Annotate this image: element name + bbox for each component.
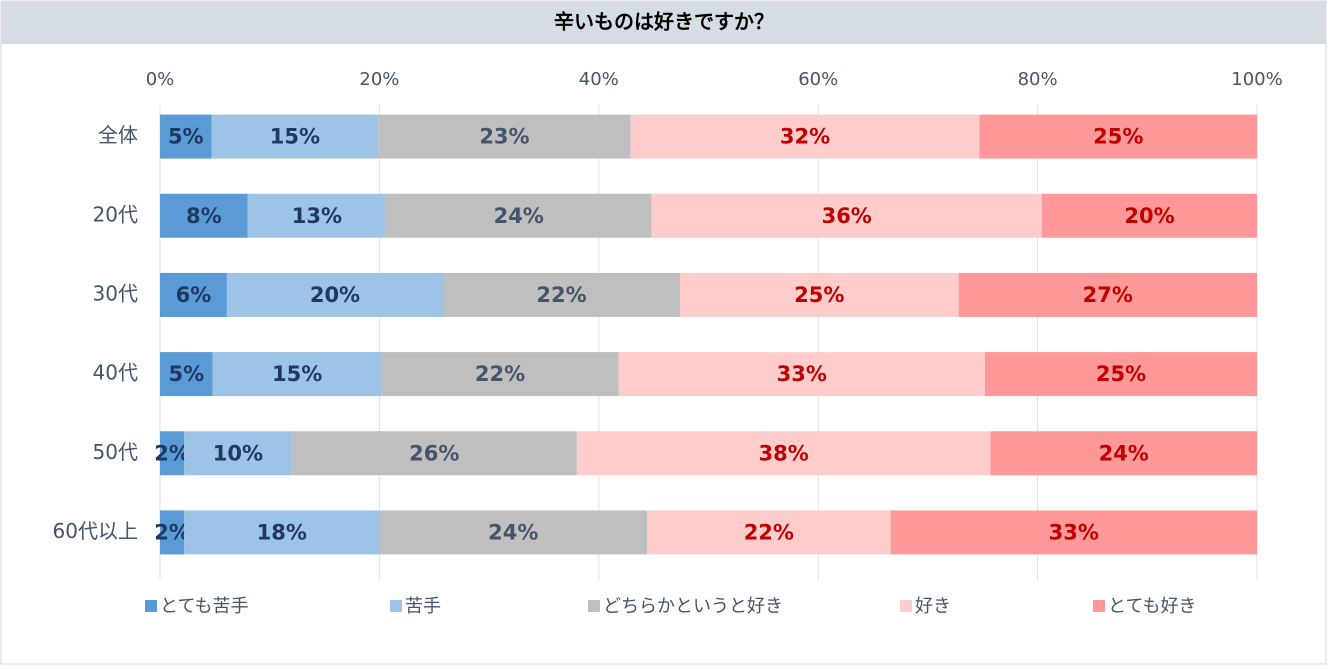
legend-label: とても苦手 — [160, 596, 249, 617]
bar-segment — [618, 352, 985, 397]
bar-segment — [651, 193, 1042, 238]
bar-segment — [1041, 193, 1257, 238]
x-tick-label: 20% — [359, 69, 399, 90]
bar-segment — [160, 352, 213, 397]
data-label: 20% — [310, 283, 360, 307]
x-tick-label: 40% — [579, 69, 619, 90]
data-label: 2% — [154, 441, 190, 465]
bar-segment — [443, 272, 680, 317]
data-label: 25% — [1096, 362, 1146, 386]
data-label: 36% — [822, 204, 872, 228]
bar-segment — [630, 114, 980, 159]
data-label: 10% — [213, 441, 263, 465]
bar-segment — [212, 352, 382, 397]
data-label: 38% — [759, 441, 809, 465]
bar-segment — [160, 272, 227, 317]
data-label: 22% — [475, 362, 525, 386]
data-label: 33% — [1049, 520, 1099, 544]
bar-segment — [979, 114, 1257, 159]
bar-segment — [160, 510, 185, 555]
data-label: 20% — [1124, 204, 1174, 228]
data-label: 15% — [270, 125, 320, 149]
legend-label: 好き — [915, 596, 951, 617]
bar-segment — [379, 510, 648, 555]
bar-segment — [160, 193, 248, 238]
bar-segment — [576, 431, 991, 476]
bar-segment — [184, 510, 380, 555]
data-label: 5% — [168, 362, 204, 386]
data-label: 5% — [168, 125, 204, 149]
data-label: 33% — [777, 362, 827, 386]
data-label: 18% — [257, 520, 307, 544]
data-label: 6% — [176, 283, 212, 307]
y-tick-label: 60代以上 — [53, 519, 138, 543]
chart-title: 辛いものは好きですか？ — [554, 10, 774, 34]
x-tick-label: 80% — [1018, 69, 1058, 90]
data-label: 13% — [292, 204, 342, 228]
bar-segment — [226, 272, 444, 317]
y-tick-label: 全体 — [98, 123, 138, 147]
data-label: 25% — [794, 283, 844, 307]
y-tick-label: 30代 — [93, 281, 138, 305]
y-tick-label: 20代 — [93, 202, 138, 226]
bar-segment — [160, 431, 185, 476]
data-label: 24% — [1099, 441, 1149, 465]
bar-segment — [160, 114, 212, 159]
data-label: 23% — [479, 125, 529, 149]
bar-segment — [679, 272, 959, 317]
data-label: 26% — [409, 441, 459, 465]
y-tick-label: 40代 — [93, 361, 138, 385]
legend-swatch — [390, 600, 402, 612]
legend-swatch — [1093, 600, 1105, 612]
data-label: 25% — [1093, 125, 1143, 149]
data-label: 2% — [154, 520, 190, 544]
bar-segment — [247, 193, 386, 238]
bar-segment — [958, 272, 1257, 317]
bar-segment — [291, 431, 577, 476]
bar-segment — [984, 352, 1257, 397]
data-label: 24% — [494, 204, 544, 228]
title-bar — [1, 1, 1326, 44]
data-label: 8% — [186, 204, 222, 228]
data-label: 22% — [744, 520, 794, 544]
data-label: 24% — [488, 520, 538, 544]
legend-swatch — [900, 600, 912, 612]
y-tick-label: 50代 — [93, 440, 138, 464]
data-label: 15% — [272, 362, 322, 386]
x-tick-label: 100% — [1231, 69, 1282, 90]
bar-segment — [647, 510, 891, 555]
legend-label: とても好き — [1108, 596, 1197, 617]
bar-segment — [381, 352, 619, 397]
bar-segment — [378, 114, 631, 159]
legend-label: 苦手 — [405, 596, 441, 617]
data-label: 22% — [536, 283, 586, 307]
legend-swatch — [145, 600, 157, 612]
legend-label: どちらかというと好き — [603, 596, 783, 617]
bar-segment — [890, 510, 1257, 555]
data-label: 27% — [1083, 283, 1133, 307]
x-tick-label: 0% — [146, 69, 175, 90]
bar-segment — [184, 431, 292, 476]
legend-swatch — [588, 600, 600, 612]
bar-segment — [385, 193, 652, 238]
x-tick-label: 60% — [798, 69, 838, 90]
data-label: 32% — [780, 125, 830, 149]
bar-segment — [990, 431, 1257, 476]
bar-segment — [211, 114, 379, 159]
